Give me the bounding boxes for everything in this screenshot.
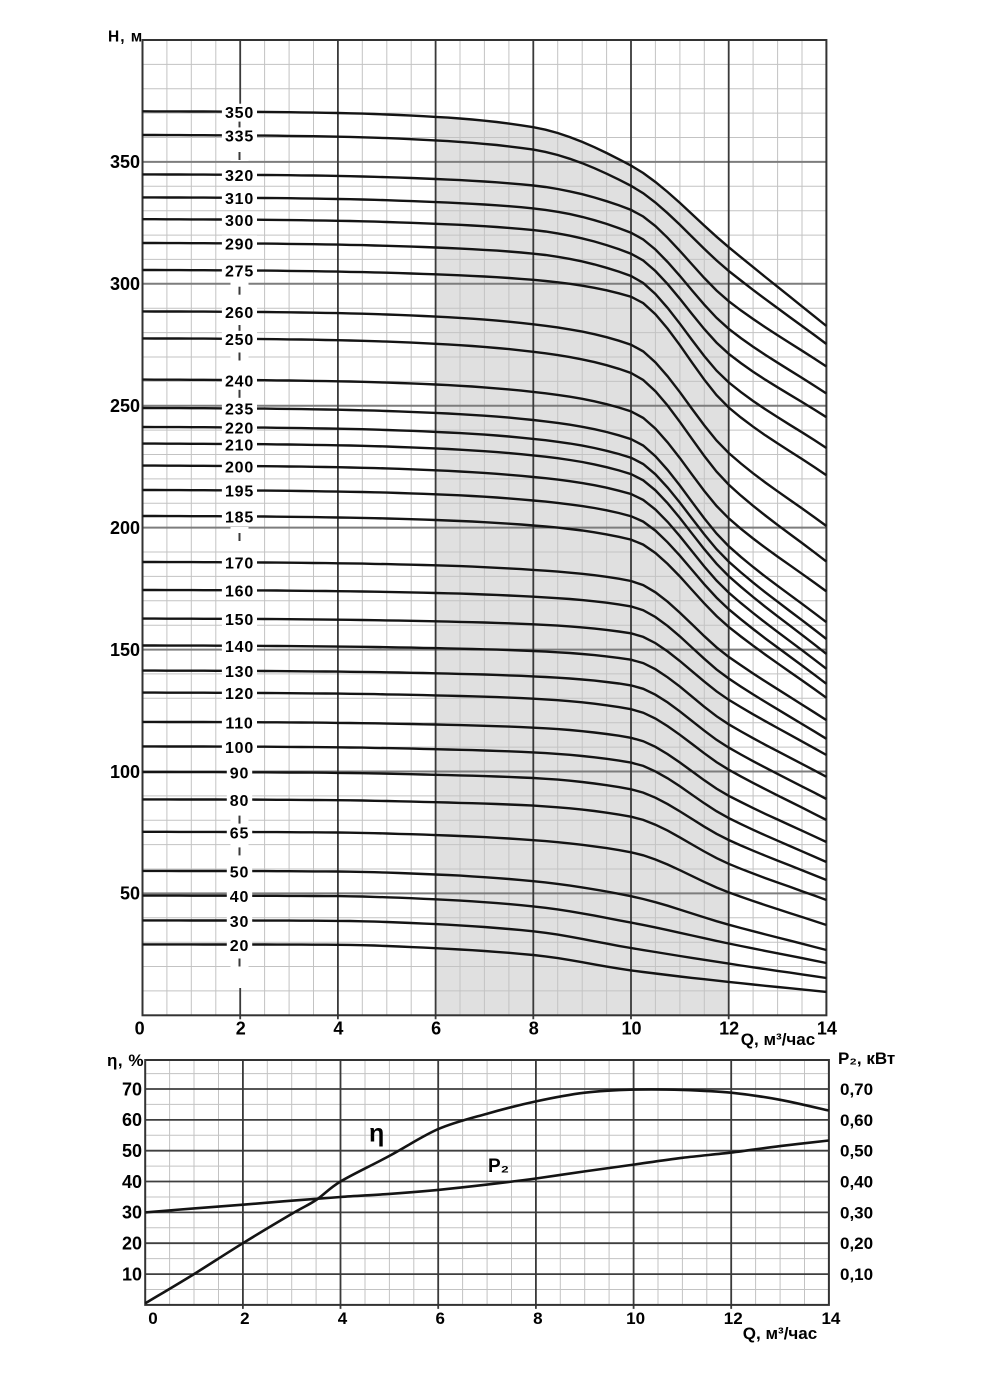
svg-text:235: 235 bbox=[225, 402, 254, 419]
svg-text:140: 140 bbox=[225, 639, 254, 656]
svg-text:200: 200 bbox=[110, 518, 140, 538]
svg-text:195: 195 bbox=[225, 484, 254, 501]
svg-text:0,20: 0,20 bbox=[840, 1234, 873, 1253]
svg-text:100: 100 bbox=[225, 740, 254, 757]
svg-text:170: 170 bbox=[225, 556, 254, 573]
svg-text:290: 290 bbox=[225, 237, 254, 254]
svg-text:50: 50 bbox=[122, 1141, 142, 1161]
svg-text:40: 40 bbox=[122, 1172, 142, 1192]
svg-text:0,40: 0,40 bbox=[840, 1173, 873, 1192]
svg-text:P₂: P₂ bbox=[488, 1156, 509, 1177]
svg-text:30: 30 bbox=[230, 914, 249, 931]
svg-text:130: 130 bbox=[225, 664, 254, 681]
svg-text:110: 110 bbox=[225, 715, 253, 732]
svg-text:0,10: 0,10 bbox=[840, 1265, 873, 1284]
svg-text:2: 2 bbox=[236, 1018, 246, 1038]
svg-text:150: 150 bbox=[110, 640, 140, 660]
svg-text:6: 6 bbox=[431, 1018, 441, 1038]
svg-text:Q, м³/час: Q, м³/час bbox=[743, 1324, 817, 1343]
svg-text:30: 30 bbox=[122, 1203, 142, 1223]
svg-text:185: 185 bbox=[225, 510, 254, 527]
svg-text:50: 50 bbox=[120, 884, 140, 904]
svg-text:160: 160 bbox=[225, 584, 254, 601]
svg-text:65: 65 bbox=[230, 825, 249, 842]
svg-text:70: 70 bbox=[122, 1079, 142, 1099]
svg-text:12: 12 bbox=[719, 1018, 739, 1038]
svg-text:0,60: 0,60 bbox=[840, 1111, 873, 1130]
svg-text:100: 100 bbox=[110, 762, 140, 782]
svg-text:0,30: 0,30 bbox=[840, 1203, 873, 1222]
svg-text:310: 310 bbox=[225, 191, 254, 208]
svg-text:240: 240 bbox=[225, 373, 254, 390]
svg-text:10: 10 bbox=[122, 1264, 142, 1284]
svg-text:12: 12 bbox=[724, 1309, 743, 1328]
svg-text:300: 300 bbox=[225, 213, 254, 230]
svg-text:4: 4 bbox=[338, 1309, 348, 1328]
svg-text:0,50: 0,50 bbox=[840, 1142, 873, 1161]
svg-text:60: 60 bbox=[122, 1110, 142, 1130]
svg-text:250: 250 bbox=[225, 332, 254, 349]
svg-text:8: 8 bbox=[529, 1018, 539, 1038]
svg-text:η: η bbox=[369, 1120, 384, 1148]
svg-text:4: 4 bbox=[333, 1018, 343, 1038]
svg-text:η, %: η, % bbox=[107, 1051, 144, 1070]
svg-text:150: 150 bbox=[225, 612, 254, 629]
svg-text:6: 6 bbox=[435, 1309, 444, 1328]
svg-text:2: 2 bbox=[240, 1309, 249, 1328]
svg-text:220: 220 bbox=[225, 421, 254, 438]
svg-text:20: 20 bbox=[122, 1234, 142, 1254]
svg-text:250: 250 bbox=[110, 396, 140, 416]
svg-text:210: 210 bbox=[225, 437, 254, 454]
svg-text:40: 40 bbox=[230, 889, 249, 906]
svg-text:350: 350 bbox=[110, 152, 140, 172]
svg-text:300: 300 bbox=[110, 274, 140, 294]
svg-text:80: 80 bbox=[230, 793, 249, 810]
svg-text:14: 14 bbox=[817, 1018, 837, 1038]
svg-text:8: 8 bbox=[533, 1309, 542, 1328]
svg-text:50: 50 bbox=[230, 864, 249, 881]
svg-text:20: 20 bbox=[230, 938, 249, 955]
svg-text:0,70: 0,70 bbox=[840, 1080, 873, 1099]
svg-text:200: 200 bbox=[225, 459, 254, 476]
svg-text:10: 10 bbox=[621, 1018, 641, 1038]
svg-text:120: 120 bbox=[225, 686, 254, 703]
svg-text:335: 335 bbox=[225, 129, 254, 146]
svg-text:0: 0 bbox=[148, 1309, 157, 1328]
svg-text:P₂, кВт: P₂, кВт bbox=[838, 1049, 895, 1068]
svg-text:0: 0 bbox=[135, 1018, 145, 1038]
svg-text:Н, м: Н, м bbox=[108, 29, 143, 46]
svg-text:14: 14 bbox=[821, 1309, 840, 1328]
svg-text:90: 90 bbox=[230, 766, 249, 783]
svg-text:275: 275 bbox=[225, 264, 254, 281]
svg-text:350: 350 bbox=[225, 105, 254, 122]
svg-text:320: 320 bbox=[225, 168, 254, 185]
svg-text:Q, м³/час: Q, м³/час bbox=[741, 1030, 815, 1049]
svg-text:10: 10 bbox=[626, 1309, 645, 1328]
svg-text:260: 260 bbox=[225, 305, 254, 322]
